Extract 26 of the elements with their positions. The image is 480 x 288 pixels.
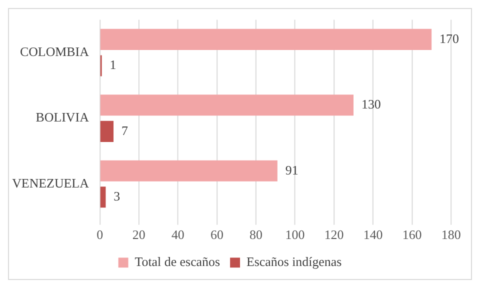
- x-tick-label: 120: [324, 226, 344, 242]
- data-label: 3: [114, 188, 120, 204]
- data-label: 170: [440, 30, 459, 46]
- x-tick-label: 100: [285, 226, 305, 242]
- x-tick-label: 140: [363, 226, 383, 242]
- bar: [100, 186, 106, 208]
- x-tick-label: 20: [132, 226, 146, 242]
- x-tick-label: 40: [171, 226, 184, 242]
- data-label: 91: [285, 162, 298, 178]
- bar: [100, 94, 354, 116]
- y-tick-label: VENEZUELA: [12, 175, 90, 190]
- x-tick-label: 180: [441, 226, 461, 242]
- bar: [100, 160, 278, 182]
- bar: [100, 120, 114, 142]
- y-tick-label: COLOMBIA: [20, 44, 90, 59]
- data-label: 130: [361, 96, 381, 112]
- x-tick-label: 60: [210, 226, 224, 242]
- x-tick-label: 160: [402, 226, 422, 242]
- x-tick-label: 0: [96, 226, 104, 242]
- legend-label: Escaños indígenas: [246, 254, 342, 270]
- y-tick-label: BOLIVIA: [36, 110, 90, 125]
- legend-label: Total de escaños: [134, 254, 220, 270]
- x-tick-label: 80: [250, 226, 262, 242]
- data-label: 1: [110, 57, 116, 72]
- data-label: 7: [121, 122, 128, 138]
- bar: [100, 28, 432, 50]
